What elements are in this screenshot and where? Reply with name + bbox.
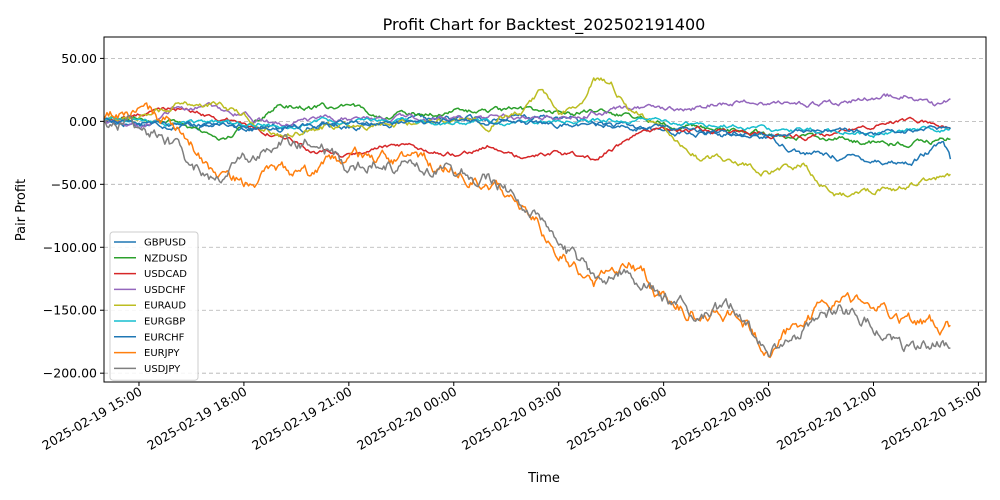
legend-box xyxy=(109,231,199,381)
series-line-eurgbp xyxy=(103,116,952,139)
y-tick-label: −150.00 xyxy=(43,303,97,318)
legend-label: NZDUSD xyxy=(144,253,188,264)
legend: GBPUSD NZDUSD USDCAD USDCHF EURAUD EURGBP EURC… xyxy=(109,231,199,381)
legend-label: EURJPY xyxy=(144,348,180,359)
legend-label: EURGBP xyxy=(144,317,185,328)
series-line-usdchf xyxy=(103,93,951,130)
x-axis-title: Time xyxy=(527,471,560,486)
series-line-eurjpy xyxy=(103,102,951,359)
series-line-euraud xyxy=(103,77,951,198)
series-line-usdcad xyxy=(104,106,951,161)
series-line-eurchf xyxy=(103,117,951,139)
chart-title: Profit Chart for Backtest_202502191400 xyxy=(383,15,706,35)
plot-frame xyxy=(103,36,987,383)
y-tick-label: −100.00 xyxy=(43,240,97,255)
legend-label: USDJPY xyxy=(144,364,181,375)
series-line-usdjpy xyxy=(103,114,951,358)
legend-label: EURAUD xyxy=(144,301,186,312)
y-tick-label: −200.00 xyxy=(43,366,97,381)
y-tick-label: 50.00 xyxy=(61,51,97,66)
legend-label: USDCAD xyxy=(144,269,187,280)
legend-label: GBPUSD xyxy=(144,238,186,249)
y-axis-title: Pair Profit xyxy=(14,179,29,241)
series-layer xyxy=(103,77,952,359)
legend-label: USDCHF xyxy=(144,285,186,296)
legend-label: EURCHF xyxy=(144,332,185,343)
y-tick-label: 0.00 xyxy=(69,114,97,129)
y-tick-label: −50.00 xyxy=(51,177,97,192)
